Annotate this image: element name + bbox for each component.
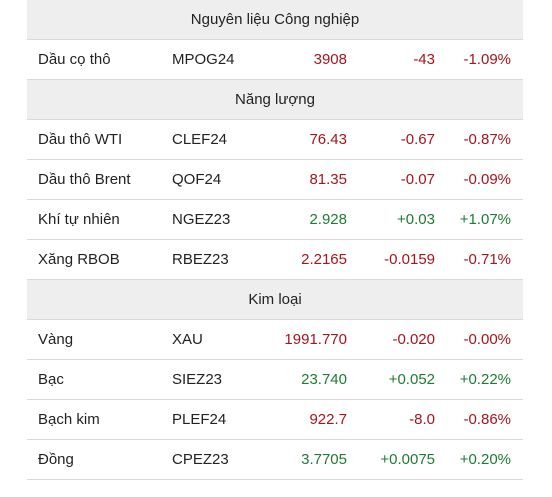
- commodity-name: Đồng: [38, 451, 74, 468]
- commodity-price: 922.7: [309, 411, 347, 428]
- commodity-name: Bạc: [38, 371, 64, 388]
- commodity-code: CPEZ23: [172, 451, 229, 468]
- commodity-name: Dầu thô Brent: [38, 171, 131, 188]
- commodity-price: 2.2165: [301, 251, 347, 268]
- commodity-code: QOF24: [172, 171, 222, 188]
- table-row[interactable]: Đồng CPEZ23 3.7705 +0.0075 +0.20%: [27, 440, 523, 480]
- commodity-price: 76.43: [309, 131, 347, 148]
- commodity-price: 81.35: [309, 171, 347, 188]
- table-row[interactable]: Khí tự nhiên NGEZ23 2.928 +0.03 +1.07%: [27, 200, 523, 240]
- table-row[interactable]: Dầu cọ thô MPOG24 3908 -43 -1.09%: [27, 40, 523, 80]
- commodity-change: +0.03: [397, 211, 435, 228]
- commodity-price: 2.928: [309, 211, 347, 228]
- commodity-code: MPOG24: [172, 51, 235, 68]
- table-row[interactable]: Vàng XAU 1991.770 -0.020 -0.00%: [27, 320, 523, 360]
- commodity-change: -0.020: [392, 331, 435, 348]
- commodity-change: -0.0159: [384, 251, 435, 268]
- section-header-energy: Năng lượng: [27, 80, 523, 120]
- commodity-change: +0.052: [388, 371, 435, 388]
- table-row[interactable]: Xăng RBOB RBEZ23 2.2165 -0.0159 -0.71%: [27, 240, 523, 280]
- commodity-change-percent: +1.07%: [459, 211, 511, 228]
- section-header-industrial: Nguyên liệu Công nghiệp: [27, 0, 523, 40]
- commodity-price: 3.7705: [301, 451, 347, 468]
- table-row[interactable]: Dầu thô Brent QOF24 81.35 -0.07 -0.09%: [27, 160, 523, 200]
- section-header-metals: Kim loại: [27, 280, 523, 320]
- commodity-name: Dầu thô WTI: [38, 131, 123, 148]
- table-row[interactable]: Bạc SIEZ23 23.740 +0.052 +0.22%: [27, 360, 523, 400]
- commodity-code: XAU: [172, 331, 203, 348]
- commodity-change: +0.0075: [380, 451, 435, 468]
- commodity-change-percent: +0.22%: [459, 371, 511, 388]
- commodity-change-percent: -1.09%: [463, 51, 511, 68]
- commodity-code: RBEZ23: [172, 251, 229, 268]
- section-title: Kim loại: [248, 291, 302, 308]
- commodity-price: 23.740: [301, 371, 347, 388]
- commodity-name: Vàng: [38, 331, 74, 348]
- commodity-code: CLEF24: [172, 131, 228, 148]
- commodity-change-percent: -0.86%: [463, 411, 511, 428]
- commodity-change-percent: -0.00%: [463, 331, 511, 348]
- table-row[interactable]: Dầu thô WTI CLEF24 76.43 -0.67 -0.87%: [27, 120, 523, 160]
- commodity-name: Dầu cọ thô: [38, 51, 111, 68]
- commodity-change-percent: -0.71%: [463, 251, 511, 268]
- commodity-code: PLEF24: [172, 411, 227, 428]
- commodity-change: -0.07: [400, 171, 435, 188]
- commodity-name: Khí tự nhiên: [38, 211, 120, 228]
- commodity-code: NGEZ23: [172, 211, 231, 228]
- commodity-change: -43: [413, 51, 435, 68]
- section-title: Nguyên liệu Công nghiệp: [190, 11, 360, 28]
- section-title: Năng lượng: [235, 91, 315, 108]
- commodity-price-board: Nguyên liệu Công nghiệp Dầu cọ thô MPOG2…: [27, 0, 523, 480]
- commodity-code: SIEZ23: [172, 371, 223, 388]
- commodity-change: -8.0: [409, 411, 435, 428]
- table-row[interactable]: Bạch kim PLEF24 922.7 -8.0 -0.86%: [27, 400, 523, 440]
- commodity-price: 1991.770: [284, 331, 347, 348]
- commodity-name: Bạch kim: [38, 411, 100, 428]
- commodity-change-percent: -0.87%: [463, 131, 511, 148]
- commodity-name: Xăng RBOB: [38, 251, 120, 268]
- commodity-change-percent: -0.09%: [463, 171, 511, 188]
- commodity-change: -0.67: [400, 131, 435, 148]
- commodity-price: 3908: [313, 51, 347, 68]
- commodity-change-percent: +0.20%: [459, 451, 511, 468]
